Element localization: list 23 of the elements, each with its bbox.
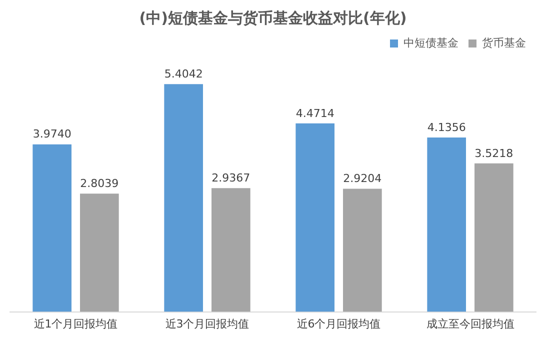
bar	[296, 123, 334, 312]
data-label: 4.4714	[296, 106, 334, 120]
x-tick-label: 成立至今回报均值	[426, 317, 514, 330]
x-tick-label: 近6个月回报均值	[296, 317, 381, 330]
bar	[427, 138, 466, 312]
data-label: 3.9740	[32, 128, 72, 141]
bar	[474, 163, 514, 312]
data-label: 2.9367	[212, 171, 250, 184]
chart-title: (中)短债基金与货币基金收益对比(年化)	[139, 8, 407, 27]
bar	[212, 188, 250, 312]
legend-label: 货币基金	[482, 36, 526, 50]
x-tick-label: 近1个月回报均值	[34, 317, 118, 330]
data-label: 4.1356	[427, 120, 466, 134]
bar	[80, 194, 119, 312]
data-label: 2.8039	[80, 177, 119, 190]
bar	[164, 84, 203, 312]
x-tick-label: 近3个月回报均值	[165, 317, 250, 330]
bar	[32, 144, 72, 312]
data-label: 3.5218	[474, 146, 514, 160]
data-label: 5.4042	[164, 67, 203, 80]
bar	[343, 188, 382, 312]
data-label: 2.9204	[343, 172, 382, 186]
legend-label: 中短债基金	[404, 36, 458, 50]
